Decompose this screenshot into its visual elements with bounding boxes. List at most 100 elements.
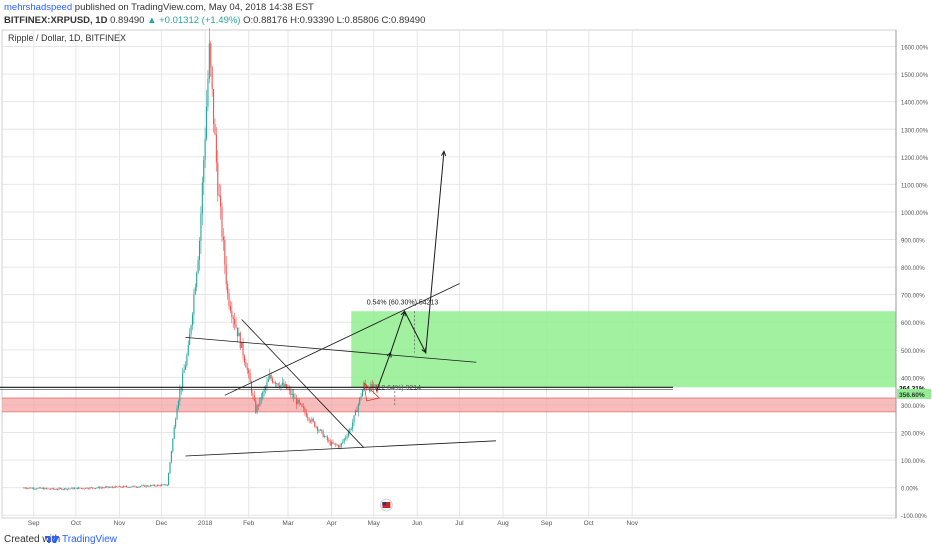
- candle-body: [342, 441, 344, 444]
- candle-body: [253, 395, 255, 401]
- candle-body: [294, 397, 296, 399]
- candle-body: [179, 389, 181, 402]
- candle-body: [125, 486, 127, 487]
- candle-body: [304, 408, 306, 413]
- candle-body: [329, 440, 331, 446]
- candle-body: [203, 160, 205, 183]
- y-tick-label: 900.00%: [901, 239, 925, 245]
- candle-body: [120, 486, 122, 488]
- candle-body: [374, 384, 376, 386]
- candle-body: [177, 401, 179, 409]
- candle-body: [352, 422, 354, 429]
- candle-body: [165, 484, 167, 486]
- candle-body: [58, 488, 60, 490]
- candle-body: [214, 124, 216, 135]
- y-tick-label: 700.00%: [901, 294, 925, 300]
- created-with-text: Created with: [4, 534, 61, 545]
- candle-body: [228, 293, 230, 306]
- candle-body: [338, 445, 340, 448]
- y-tick-label: 1600.00%: [901, 46, 929, 52]
- candle-body: [264, 386, 267, 390]
- candle-body: [293, 393, 295, 399]
- tradingview-brand[interactable]: TradingView: [62, 534, 118, 545]
- candle-body: [267, 379, 269, 382]
- candle-body: [182, 373, 184, 388]
- falling-wedge-line: [241, 319, 365, 448]
- arrow-head: [440, 150, 447, 157]
- candle-body: [350, 428, 352, 430]
- descending-resistance: [185, 337, 477, 363]
- candle-body: [269, 374, 271, 380]
- current-price-badge-text: 364.31%: [899, 385, 925, 392]
- y-tick-label: -100.00%: [901, 514, 927, 520]
- symbol-line: BITFINEX:XRPUSD, 1D 0.89490 ▲ +0.01312 (…: [4, 14, 425, 27]
- candle-body: [27, 488, 29, 489]
- support-zone: [2, 398, 896, 412]
- candle-body: [86, 487, 88, 489]
- triangle-pattern: [363, 381, 381, 402]
- candle-body: [28, 487, 31, 489]
- y-tick-label: 1400.00%: [901, 101, 929, 107]
- y-tick-label: 800.00%: [901, 266, 925, 272]
- candle-body: [225, 264, 227, 285]
- candle-body: [75, 487, 77, 489]
- y-tick-label: 0.00%: [901, 487, 919, 493]
- candle-body: [197, 260, 199, 273]
- candle-body: [33, 487, 35, 489]
- candle-body: [234, 319, 236, 325]
- candle-body: [68, 488, 70, 490]
- candle-body: [145, 485, 147, 487]
- candle-body: [207, 78, 209, 107]
- candle-body: [72, 487, 74, 489]
- candle-body: [163, 484, 165, 486]
- zones: [2, 311, 896, 413]
- candle-body: [38, 487, 40, 489]
- candle-body: [73, 488, 76, 489]
- candle-body: [152, 484, 154, 486]
- candle-body: [118, 486, 120, 487]
- candle-body: [241, 342, 243, 348]
- target-zone: [351, 311, 896, 388]
- candle-body: [154, 484, 156, 486]
- candle-body: [47, 488, 49, 490]
- candle-body: [116, 486, 118, 488]
- candle-body: [279, 385, 281, 388]
- candles: [23, 28, 379, 491]
- candle-body: [349, 428, 351, 433]
- candle-body: [256, 405, 258, 413]
- candle-body: [316, 426, 319, 431]
- arrow-head: [421, 347, 427, 354]
- candle-body: [82, 488, 84, 489]
- price-chart[interactable]: 0.54% (60.30%) 54213 (12.64%) 3214 -100.0…: [0, 28, 932, 528]
- candle-body: [276, 383, 278, 385]
- secondary-price-badge: 356.60%: [897, 388, 931, 399]
- candle-body: [222, 236, 224, 241]
- candle-body: [194, 287, 196, 295]
- candle-body: [373, 384, 375, 389]
- secondary-price-badge-bg: [897, 388, 931, 399]
- x-tick-label: Oct: [584, 520, 594, 527]
- candle-body: [288, 389, 290, 390]
- footer: Created with TradingView: [0, 530, 932, 550]
- candle-body: [66, 488, 68, 490]
- candle-body: [109, 487, 111, 488]
- candle-body: [354, 410, 357, 416]
- candle-body: [40, 487, 42, 489]
- candle-body: [79, 487, 81, 489]
- y-tick-label: 1100.00%: [901, 183, 928, 189]
- candle-body: [48, 488, 50, 490]
- candle-body: [227, 284, 229, 294]
- candle-body: [61, 488, 63, 490]
- candle-body: [277, 383, 279, 386]
- y-tick-label: 1300.00%: [901, 128, 929, 134]
- candle-body: [245, 362, 247, 368]
- x-tick-label: Nov: [114, 520, 126, 527]
- candle-body: [142, 485, 144, 487]
- candle-body: [183, 369, 185, 374]
- x-tick-label: Dec: [156, 520, 168, 527]
- author-link[interactable]: mehrshadspeed: [4, 2, 73, 13]
- candle-body: [312, 418, 314, 422]
- candle-body: [161, 484, 163, 486]
- rising-channel-line: [224, 283, 460, 396]
- candle-body: [331, 442, 333, 446]
